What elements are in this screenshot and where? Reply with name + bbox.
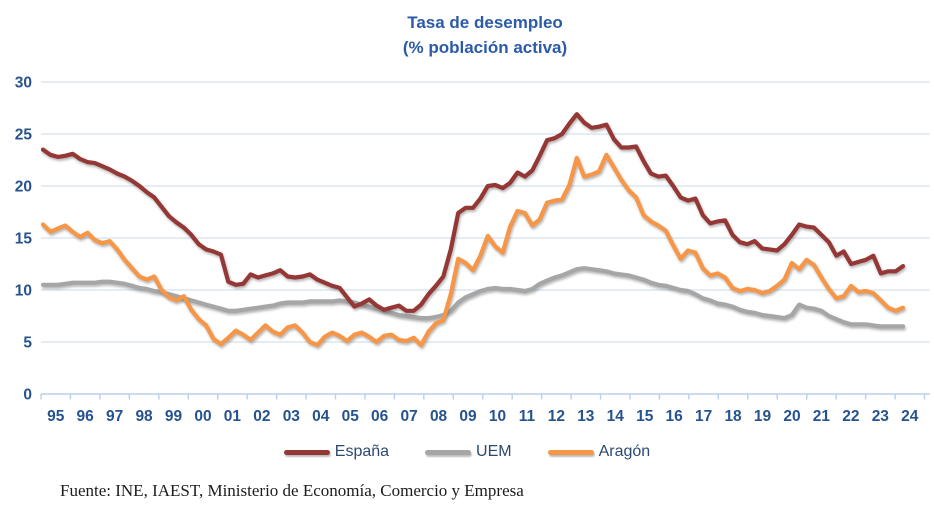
x-axis-label-06: 06 — [371, 408, 389, 425]
x-axis-label-21: 21 — [813, 408, 831, 425]
y-axis-label-0: 0 — [23, 387, 32, 404]
y-axis-label-25: 25 — [15, 127, 33, 144]
y-axis-label-5: 5 — [23, 335, 32, 352]
chart-title-line2: (% población activa) — [402, 38, 568, 57]
legend-item-uem: UEM — [425, 443, 512, 461]
x-axis-label-14: 14 — [607, 408, 625, 425]
y-axis-label-20: 20 — [15, 179, 32, 196]
y-axis-label-10: 10 — [15, 283, 32, 300]
chart-legend: España UEM Aragón — [0, 441, 934, 463]
legend-label-aragon: Aragón — [598, 443, 651, 460]
legend-item-espana: España — [283, 443, 390, 461]
x-axis-label-20: 20 — [783, 408, 800, 425]
x-axis-label-17: 17 — [695, 408, 712, 425]
x-axis-label-24: 24 — [901, 408, 919, 425]
x-axis-label-03: 03 — [283, 408, 301, 425]
legend-label-espana: España — [334, 443, 390, 460]
x-axis-label-13: 13 — [577, 408, 595, 425]
x-axis-label-19: 19 — [754, 408, 772, 425]
x-axis-label-23: 23 — [872, 408, 890, 425]
chart-title: Tasa de desempleo (% población activa) — [40, 10, 930, 60]
x-axis-label-05: 05 — [342, 408, 360, 425]
x-axis-label-07: 07 — [401, 408, 418, 425]
x-axis-label-09: 09 — [459, 408, 477, 425]
x-axis-label-96: 96 — [77, 408, 95, 425]
data-line-aragón — [40, 152, 906, 348]
x-axis-label-10: 10 — [489, 408, 506, 425]
x-axis-label-04: 04 — [312, 408, 330, 425]
x-axis-label-12: 12 — [548, 408, 565, 425]
aragon-line-swatch-icon — [547, 449, 594, 455]
chart-title-line1: Tasa de desempleo — [407, 13, 563, 32]
x-axis-label-95: 95 — [47, 408, 65, 425]
x-axis-label-15: 15 — [636, 408, 654, 425]
x-axis-label-00: 00 — [194, 408, 211, 425]
espana-line-swatch-icon — [283, 449, 330, 455]
legend-item-aragon: Aragón — [547, 443, 651, 461]
x-axis-label-22: 22 — [842, 408, 859, 425]
x-axis-label-01: 01 — [224, 408, 242, 425]
source-note: Fuente: INE, IAEST, Ministerio de Econom… — [60, 481, 524, 500]
y-axis-label-15: 15 — [15, 231, 33, 248]
x-axis-label-11: 11 — [519, 408, 536, 425]
x-axis-label-18: 18 — [724, 408, 742, 425]
x-axis-label-08: 08 — [430, 408, 448, 425]
uem-line-swatch-icon — [425, 449, 472, 455]
x-axis-label-02: 02 — [253, 408, 270, 425]
x-axis-label-16: 16 — [666, 408, 684, 425]
x-axis-label-98: 98 — [135, 408, 153, 425]
x-axis-label-97: 97 — [106, 408, 123, 425]
y-axis-label-30: 30 — [15, 75, 32, 92]
data-line-españa — [40, 112, 906, 313]
legend-label-uem: UEM — [476, 443, 512, 460]
x-axis-label-99: 99 — [165, 408, 183, 425]
